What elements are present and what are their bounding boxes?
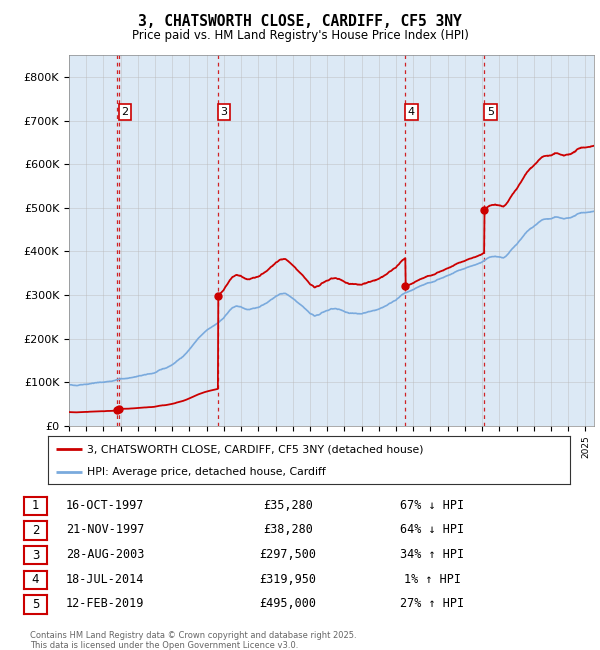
Text: 4: 4 (408, 107, 415, 117)
Text: £35,280: £35,280 (263, 499, 313, 512)
Text: 3, CHATSWORTH CLOSE, CARDIFF, CF5 3NY (detached house): 3, CHATSWORTH CLOSE, CARDIFF, CF5 3NY (d… (87, 444, 424, 454)
Text: 5: 5 (32, 598, 39, 611)
Text: 27% ↑ HPI: 27% ↑ HPI (400, 597, 464, 610)
Text: 3, CHATSWORTH CLOSE, CARDIFF, CF5 3NY: 3, CHATSWORTH CLOSE, CARDIFF, CF5 3NY (138, 14, 462, 29)
Text: 16-OCT-1997: 16-OCT-1997 (66, 499, 144, 512)
Text: £495,000: £495,000 (260, 597, 317, 610)
Text: 5: 5 (487, 107, 494, 117)
Text: 12-FEB-2019: 12-FEB-2019 (66, 597, 144, 610)
Text: This data is licensed under the Open Government Licence v3.0.: This data is licensed under the Open Gov… (30, 641, 298, 650)
Text: 18-JUL-2014: 18-JUL-2014 (66, 573, 144, 586)
Text: 2: 2 (32, 524, 39, 537)
Text: 3: 3 (221, 107, 227, 117)
Text: 28-AUG-2003: 28-AUG-2003 (66, 548, 144, 561)
Text: 64% ↓ HPI: 64% ↓ HPI (400, 523, 464, 536)
Text: 1: 1 (32, 499, 39, 512)
Text: 34% ↑ HPI: 34% ↑ HPI (400, 548, 464, 561)
Text: HPI: Average price, detached house, Cardiff: HPI: Average price, detached house, Card… (87, 467, 326, 477)
Text: 21-NOV-1997: 21-NOV-1997 (66, 523, 144, 536)
Text: Contains HM Land Registry data © Crown copyright and database right 2025.: Contains HM Land Registry data © Crown c… (30, 630, 356, 640)
Text: 2: 2 (121, 107, 128, 117)
Text: Price paid vs. HM Land Registry's House Price Index (HPI): Price paid vs. HM Land Registry's House … (131, 29, 469, 42)
Text: 4: 4 (32, 573, 39, 586)
Text: £38,280: £38,280 (263, 523, 313, 536)
Text: 3: 3 (32, 549, 39, 562)
Text: 1% ↑ HPI: 1% ↑ HPI (404, 573, 461, 586)
Text: £297,500: £297,500 (260, 548, 317, 561)
Text: 67% ↓ HPI: 67% ↓ HPI (400, 499, 464, 512)
Text: £319,950: £319,950 (260, 573, 317, 586)
